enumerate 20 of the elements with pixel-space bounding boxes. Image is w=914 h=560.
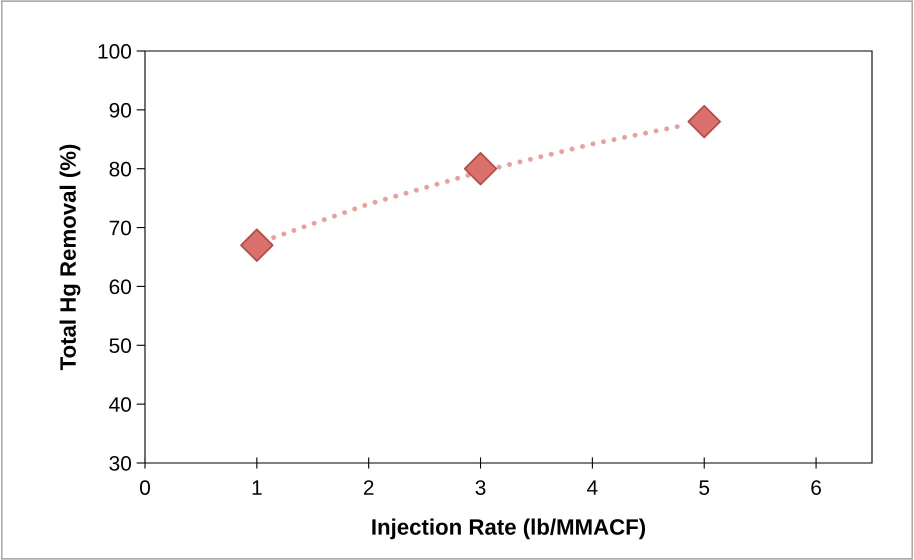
x-tick-label: 4 — [587, 480, 598, 495]
x-tick-label: 5 — [699, 480, 710, 495]
point — [688, 104, 721, 138]
point — [240, 228, 274, 262]
y-tick-label: 30 — [109, 456, 131, 471]
y-tick-label: 80 — [110, 162, 131, 176]
y-tick-label: 100 — [98, 44, 131, 59]
y-tick-label: 70 — [110, 220, 131, 236]
x-tick-label: 0 — [140, 480, 150, 495]
y-axis-title: Total Hg Removal (%) — [60, 144, 80, 370]
y-tick-label: 60 — [110, 279, 131, 294]
x-tick-label: 3 — [476, 480, 486, 495]
x-tick-label: 6 — [811, 480, 821, 495]
x-tick-label: 1 — [252, 480, 262, 495]
x-axis-title: Injection Rate (lb/MMACF) — [372, 518, 646, 540]
x-tick-label: 2 — [364, 480, 374, 495]
y-tick-label: 90 — [110, 102, 131, 118]
y-tick-label: 50 — [109, 338, 131, 354]
point — [464, 152, 498, 186]
y-tick-label: 40 — [109, 397, 131, 412]
